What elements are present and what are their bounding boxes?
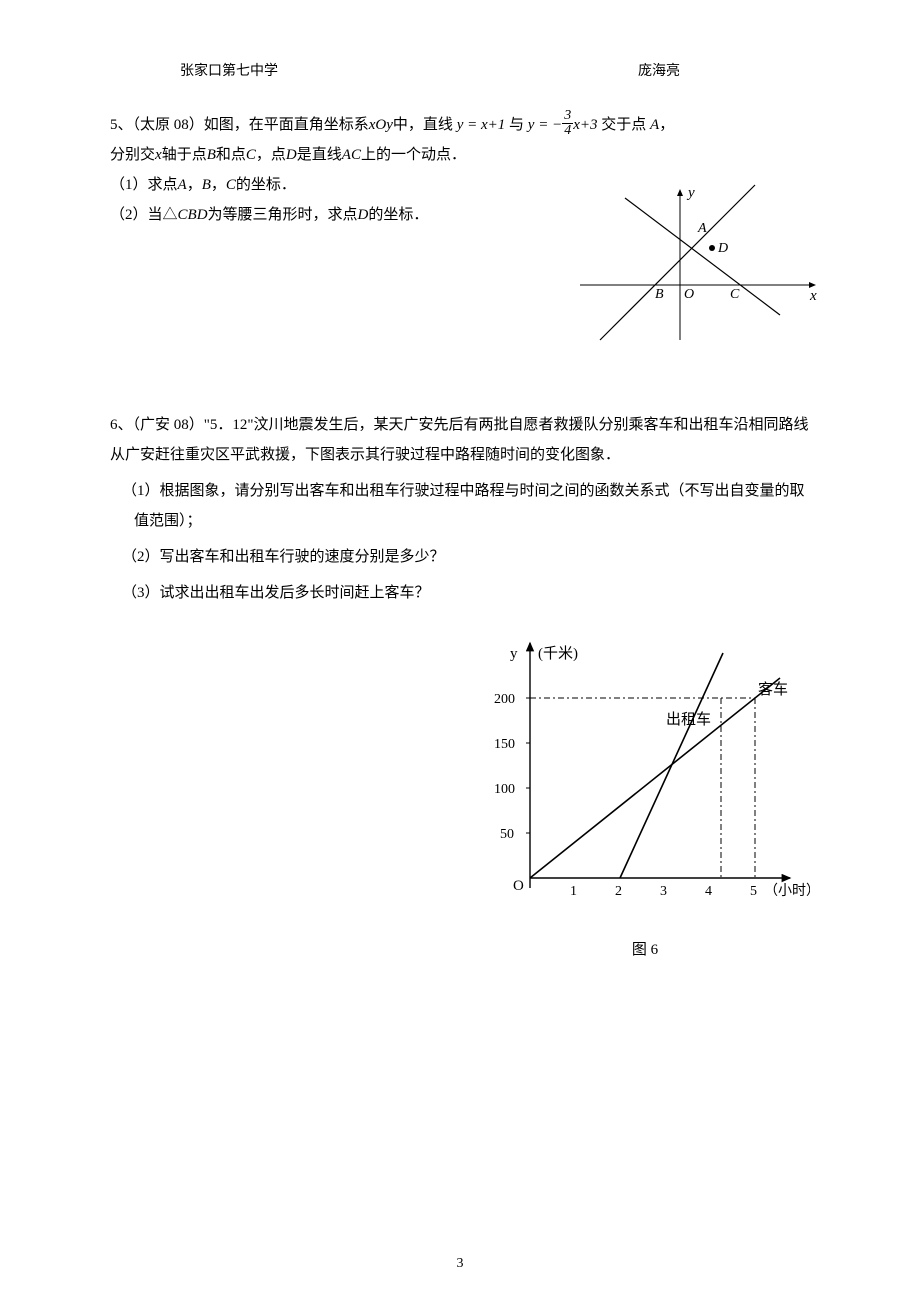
content: 5、（太原 08）如图，在平面直角坐标系xOy中，直线 y = x+1 与 y … <box>110 110 810 965</box>
q6-sub2: （2）写出客车和出租车行驶的速度分别是多少？ <box>122 542 810 572</box>
label-a: A <box>697 221 707 236</box>
q5-sub1: （1）求点A，B，C的坐标． <box>110 170 540 200</box>
x-axis-label: x <box>809 288 817 304</box>
label-d: D <box>717 241 728 256</box>
bus-line <box>530 678 780 878</box>
header: 张家口第七中学 庞海亮 <box>110 60 810 80</box>
y-axis-label: y <box>686 185 695 201</box>
q6-intro: 6、（广安 08）"5．12"汶川地震发生后，某天广安先后有两批自愿者救援队分别… <box>110 410 810 470</box>
q5-line1: 5、（太原 08）如图，在平面直角坐标系xOy中，直线 y = x+1 与 y … <box>110 110 810 140</box>
fraction-3-4: 34 <box>562 109 573 138</box>
q6-figure: 50 100 150 200 1 2 3 4 5 <box>480 628 810 918</box>
taxi-line <box>620 653 723 878</box>
question-6: 6、（广安 08）"5．12"汶川地震发生后，某天广安先后有两批自愿者救援队分别… <box>110 410 810 965</box>
q5-sub2: （2）当△CBD为等腰三角形时，求点D的坐标． <box>110 200 540 230</box>
question-5: 5、（太原 08）如图，在平面直角坐标系xOy中，直线 y = x+1 与 y … <box>110 110 810 230</box>
header-right: 庞海亮 <box>638 60 680 80</box>
page: 张家口第七中学 庞海亮 5、（太原 08）如图，在平面直角坐标系xOy中，直线 … <box>0 0 920 1302</box>
q5-line2: 分别交x轴于点B和点C，点D是直线AC上的一个动点． <box>110 140 810 170</box>
x-unit: （小时） <box>764 883 810 899</box>
label-c: C <box>730 287 740 302</box>
ytick-150: 150 <box>494 737 515 752</box>
ytick-50: 50 <box>500 827 514 842</box>
q6-caption: 图 6 <box>480 935 810 965</box>
page-number: 3 <box>0 1256 920 1272</box>
line-y-x-1 <box>600 185 755 340</box>
y-label: y <box>510 646 518 662</box>
q6-figure-wrap: 50 100 150 200 1 2 3 4 5 <box>110 628 810 965</box>
y-unit: (千米) <box>538 645 578 662</box>
legend-bus: 客车 <box>758 681 788 698</box>
q5-figure: y x A D B O C <box>570 180 830 350</box>
xtick-5: 5 <box>750 884 757 899</box>
point-d <box>709 245 715 251</box>
xtick-1: 1 <box>570 884 577 899</box>
header-left: 张家口第七中学 <box>180 60 278 80</box>
xtick-4: 4 <box>705 884 712 899</box>
ytick-100: 100 <box>494 782 515 797</box>
xtick-2: 2 <box>615 884 622 899</box>
ytick-200: 200 <box>494 692 515 707</box>
xtick-3: 3 <box>660 884 667 899</box>
line-y-neg34x-3 <box>625 198 780 315</box>
q6-sub3: （3）试求出出租车出发后多长时间赶上客车？ <box>122 578 810 608</box>
label-b: B <box>655 287 664 302</box>
label-o: O <box>684 287 694 302</box>
q6-sub1: （1）根据图象，请分别写出客车和出租车行驶过程中路程与时间之间的函数关系式（不写… <box>122 476 810 536</box>
origin-label: O <box>513 878 524 894</box>
legend-taxi: 出租车 <box>666 711 711 728</box>
